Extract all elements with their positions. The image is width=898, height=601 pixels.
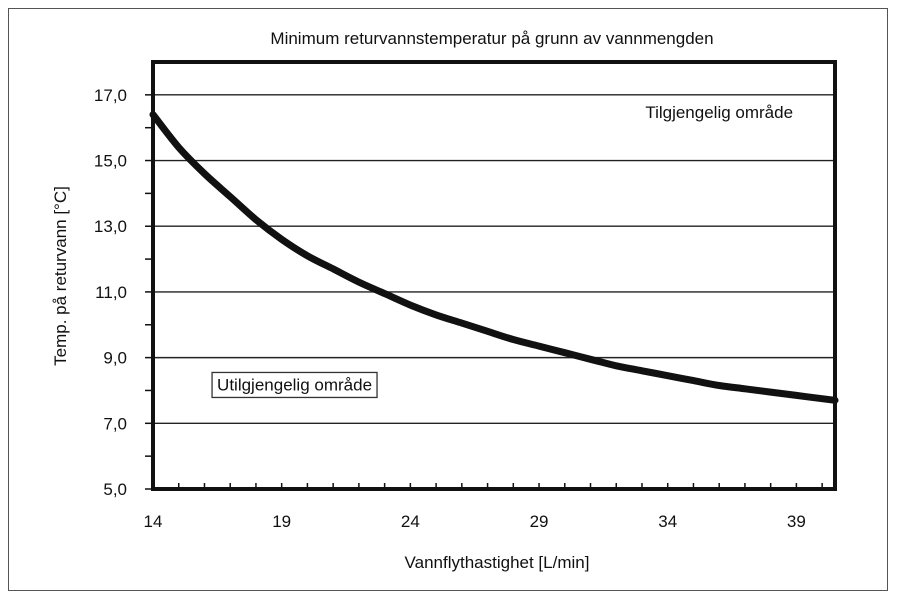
region-label-box	[211, 371, 378, 399]
x-tick-label: 14	[144, 512, 163, 531]
annotations: Tilgjengelig område Utilgjengelig område	[211, 103, 793, 399]
region-label-available: Tilgjengelig område	[645, 103, 793, 122]
x-tick-label: 34	[658, 512, 677, 531]
chart-title: Minimum returvannstemperatur på grunn av…	[270, 29, 713, 48]
series-line	[149, 111, 839, 404]
region-label-unavailable: Utilgjengelig område	[217, 375, 372, 394]
y-tick-label: 11,0	[95, 283, 127, 302]
x-tick-label: 19	[272, 512, 291, 531]
series-layer	[149, 111, 839, 404]
x-axis-ticks: 14 19 24 29 34 39	[144, 483, 823, 531]
y-tick-label: 9,0	[103, 349, 127, 368]
plot-area-border	[151, 60, 837, 491]
x-tick-label: 24	[401, 512, 420, 531]
x-tick-label: 29	[530, 512, 549, 531]
y-axis-ticks: 5,0 7,0 9,0 11,0 13,0 15,0 17,0	[94, 86, 153, 499]
x-tick-label: 39	[787, 512, 806, 531]
y-tick-label: 15,0	[94, 152, 127, 171]
y-tick-label: 5,0	[103, 480, 127, 499]
y-axis-title: Temp. på returvann [°C]	[51, 186, 70, 366]
y-tick-label: 7,0	[103, 414, 127, 433]
gridlines	[153, 94, 835, 425]
x-axis-title: Vannflythastighet [L/min]	[405, 553, 590, 572]
y-tick-label: 17,0	[94, 86, 127, 105]
y-tick-label: 13,0	[94, 217, 127, 236]
